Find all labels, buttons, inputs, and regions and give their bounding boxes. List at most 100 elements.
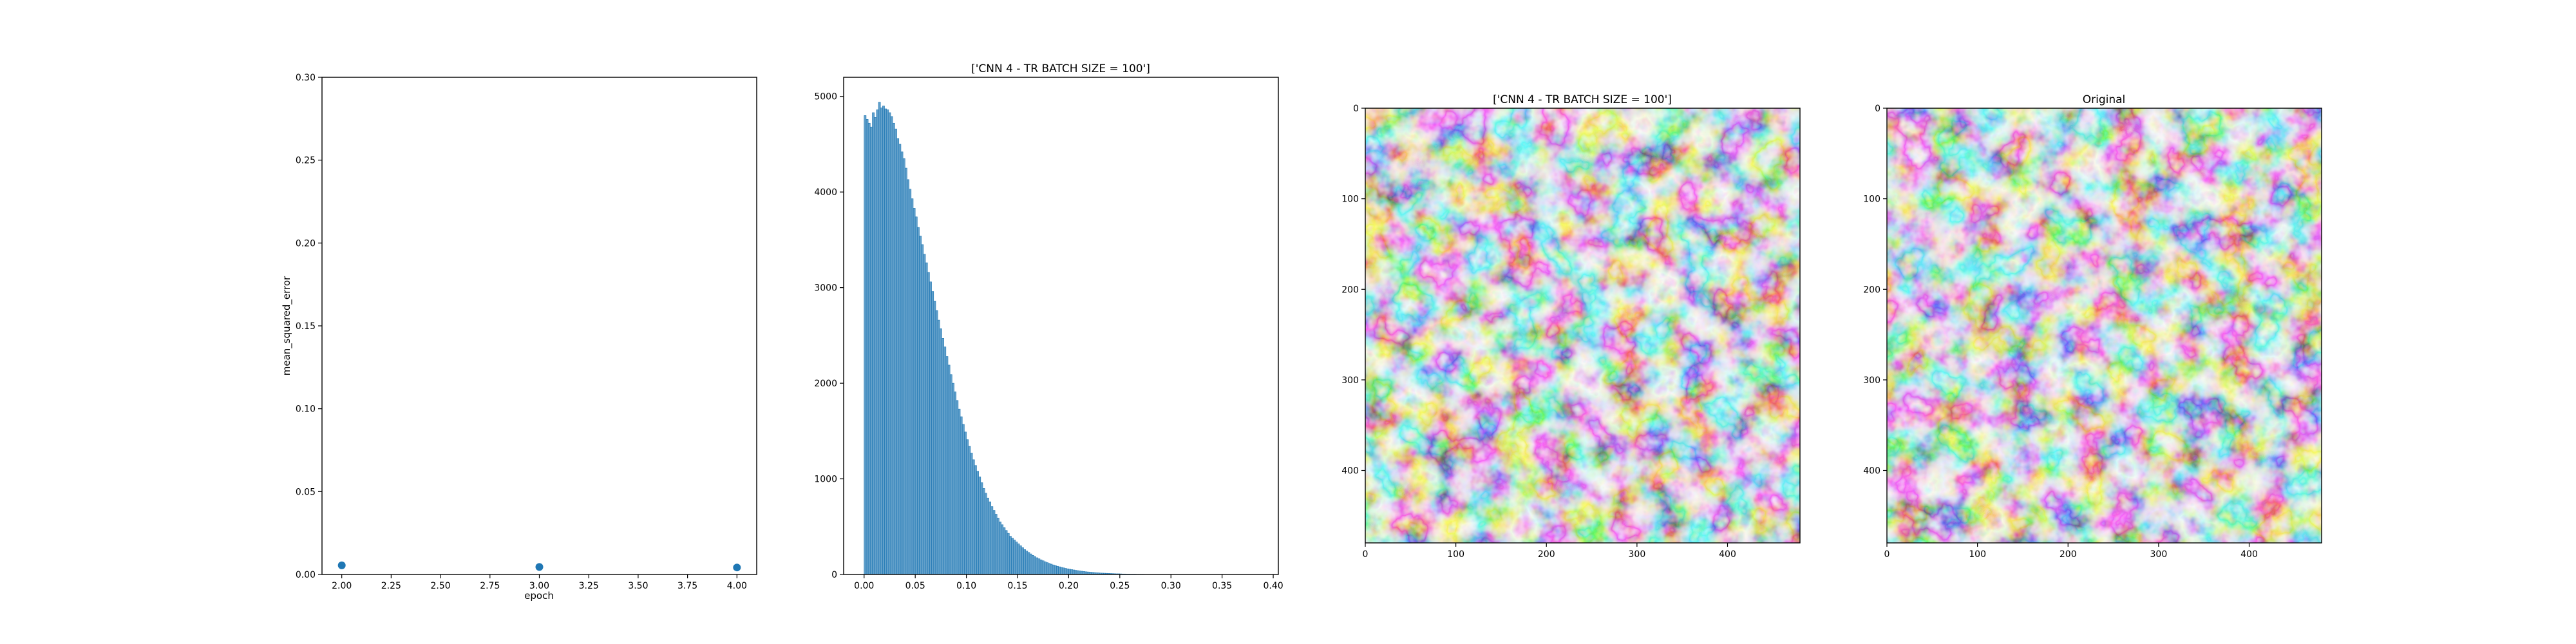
histogram-bar: [1068, 569, 1071, 575]
histogram-bar: [1007, 533, 1010, 575]
histogram-bar: [872, 112, 875, 575]
mse-y-axis-label: mean_squared_error: [281, 276, 293, 375]
x-tick-label: 200: [1538, 549, 1555, 560]
y-tick-label: 300: [1341, 375, 1359, 386]
histogram-bar: [929, 281, 932, 575]
histogram-bar: [972, 459, 975, 575]
histogram-bar: [919, 236, 922, 575]
histogram-bar: [900, 151, 904, 575]
histogram-bar: [987, 497, 989, 575]
histogram-bar: [895, 128, 897, 575]
histogram-bar: [1003, 527, 1006, 575]
histogram-bar: [1037, 558, 1041, 575]
histogram-bar: [1072, 569, 1075, 575]
histogram-x-ticks: 0.00 0.05 0.10 0.15 0.20 0.25 0.30 0.35 0.40: [854, 574, 1283, 591]
histogram-bar: [958, 408, 961, 575]
histogram-bar: [1081, 571, 1083, 575]
histogram-bar: [911, 198, 914, 575]
histogram-bar: [925, 262, 928, 575]
x-tick-label: 0.05: [905, 581, 925, 591]
mse-scatter-panel: 2.00 2.25 2.50 2.75 3.00 3.25 3.50 3.75 4.00 0.0…: [281, 73, 757, 601]
histogram-bar: [952, 383, 954, 575]
histogram-bar: [966, 439, 969, 575]
y-tick-label: 100: [1863, 194, 1880, 205]
mse-x-ticks: 2.00 2.25 2.50 2.75 3.00 3.25 3.50 3.75 4.00: [332, 574, 747, 591]
histogram-bar: [902, 158, 905, 575]
histogram-bar: [1048, 563, 1051, 575]
x-tick-label: 0.35: [1212, 581, 1232, 591]
y-tick-label: 3000: [814, 283, 837, 294]
histogram-bar: [1074, 570, 1077, 575]
histogram-bar: [970, 453, 973, 575]
x-tick-label: 100: [1969, 549, 1986, 560]
histogram-bar: [898, 144, 902, 575]
histogram-bar: [1013, 540, 1016, 575]
histogram-bar: [945, 356, 949, 575]
histogram-bar: [1005, 530, 1008, 575]
histogram-bar: [1078, 571, 1081, 575]
y-tick-label: 0: [831, 570, 837, 580]
histogram-bar: [1029, 553, 1032, 575]
y-tick-label: 0: [1875, 104, 1880, 114]
histogram-bar: [974, 465, 977, 575]
histogram-bar: [1054, 565, 1057, 575]
histogram-bar: [880, 108, 883, 575]
histogram-y-ticks: 0 1000 2000 3000 4000 5000: [814, 92, 844, 580]
original-y-ticks: 0 100 200 300 400: [1863, 104, 1887, 477]
histogram-bar: [890, 116, 893, 575]
histogram-bar: [1001, 524, 1004, 575]
y-tick-label: 1000: [814, 475, 837, 485]
histogram-bar: [1052, 564, 1055, 575]
histogram-bar: [921, 244, 924, 575]
histogram-bar: [888, 112, 891, 575]
histogram-bar: [949, 374, 952, 575]
y-tick-label: 0.15: [296, 321, 316, 332]
x-tick-label: 100: [1447, 549, 1464, 560]
y-tick-label: 2000: [814, 379, 837, 389]
histogram-bar: [933, 301, 936, 575]
y-tick-label: 4000: [814, 187, 837, 198]
histogram-bar: [994, 514, 998, 575]
x-tick-label: 2.00: [332, 581, 352, 591]
histogram-bar: [937, 319, 940, 575]
prediction-image-border: [1365, 108, 1801, 544]
mse-points: [337, 561, 741, 572]
histogram-bar: [1034, 556, 1036, 575]
y-tick-label: 400: [1341, 466, 1359, 477]
x-tick-label: 2.75: [480, 581, 500, 591]
prediction-image-panel: 0 100 200 300 400 0 100 200 300 400 ['CNN 4 - TR…: [1341, 93, 1801, 560]
histogram-title: ['CNN 4 - TR BATCH SIZE = 100']: [971, 62, 1150, 75]
histogram-bar: [869, 126, 873, 575]
histogram-bar: [956, 400, 959, 575]
histogram-bar: [1076, 570, 1079, 575]
y-tick-label: 5000: [814, 92, 837, 102]
histogram-bar: [927, 272, 930, 575]
y-tick-label: 0.05: [296, 487, 316, 497]
x-tick-label: 3.75: [677, 581, 697, 591]
histogram-bar: [874, 117, 877, 575]
histogram-bar: [1041, 560, 1045, 575]
histogram-bar: [960, 416, 963, 575]
histogram-bar: [1056, 565, 1059, 575]
histogram-bar: [989, 501, 992, 575]
histogram-bar: [876, 109, 879, 575]
x-tick-label: 0: [1884, 549, 1890, 560]
histogram-bar: [1043, 561, 1046, 575]
prediction-x-ticks: 0 100 200 300 400: [1363, 543, 1736, 560]
original-title: Original: [2083, 93, 2126, 106]
histogram-bar: [1046, 562, 1048, 575]
x-tick-label: 400: [2240, 549, 2258, 560]
histogram-bar: [1050, 564, 1053, 575]
x-tick-label: 300: [2150, 549, 2168, 560]
histogram-bar: [864, 115, 867, 575]
prediction-title: ['CNN 4 - TR BATCH SIZE = 100']: [1493, 93, 1672, 106]
data-point: [535, 563, 544, 571]
histogram-bar: [954, 392, 957, 575]
histogram-bar: [976, 471, 979, 575]
histogram-bar: [1027, 552, 1030, 575]
y-tick-label: 0.10: [296, 404, 316, 415]
histogram-bar: [1058, 566, 1061, 575]
original-x-ticks: 0 100 200 300 400: [1884, 543, 2258, 560]
prediction-y-ticks: 0 100 200 300 400: [1341, 104, 1365, 477]
